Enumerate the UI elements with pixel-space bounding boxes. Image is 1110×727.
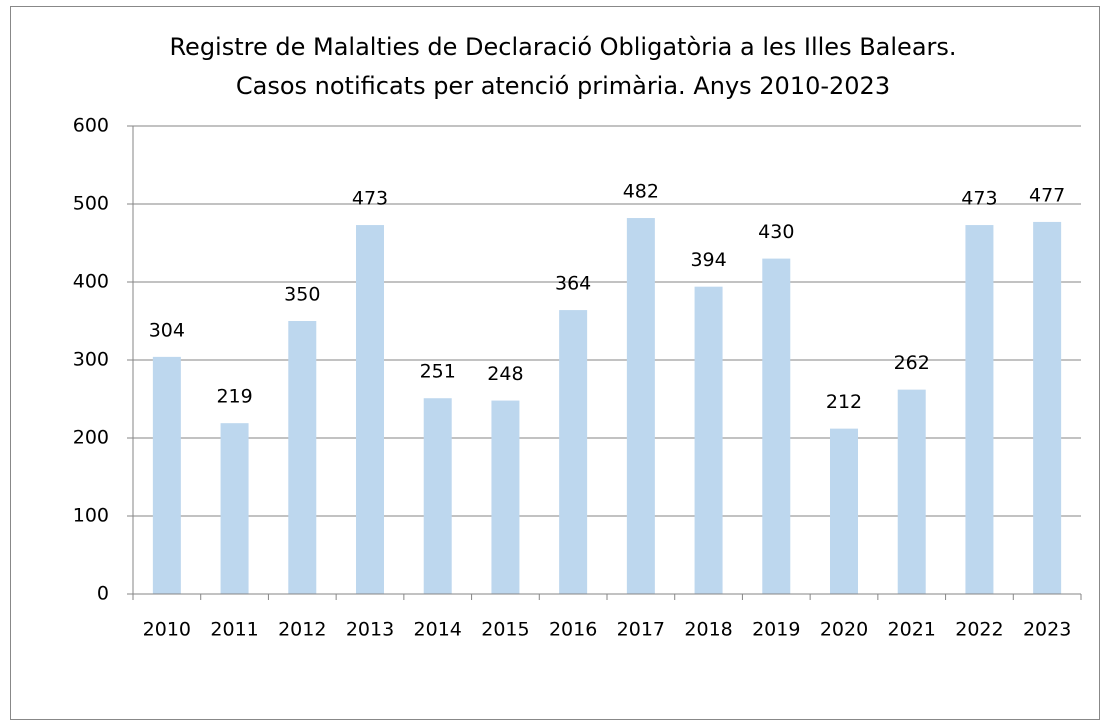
bar	[694, 286, 723, 594]
bar	[288, 321, 317, 594]
y-tick-label: 200	[73, 427, 109, 449]
y-tick-label: 300	[73, 349, 109, 371]
data-label: 248	[487, 363, 523, 385]
data-label: 212	[826, 391, 862, 413]
bar	[897, 389, 926, 594]
data-label: 394	[690, 249, 726, 271]
data-label: 219	[216, 386, 252, 408]
chart-border	[10, 6, 1100, 720]
x-tick-label: 2019	[752, 619, 800, 641]
data-label: 477	[1029, 184, 1065, 206]
data-label: 364	[555, 273, 591, 295]
x-tick-label: 2020	[820, 619, 868, 641]
data-label: 262	[894, 352, 930, 374]
data-label: 430	[758, 221, 794, 243]
bar	[491, 400, 520, 594]
x-tick-label: 2011	[210, 619, 258, 641]
data-label: 350	[284, 284, 320, 306]
bar	[152, 356, 181, 594]
bar	[356, 225, 384, 594]
bar	[220, 423, 249, 594]
data-label: 482	[623, 181, 659, 203]
bar	[1033, 221, 1062, 594]
chart-title: Registre de Malalties de Declaració Obli…	[169, 33, 957, 100]
x-tick-label: 2017	[617, 619, 665, 641]
bar	[830, 428, 858, 594]
y-tick-label: 100	[73, 505, 109, 527]
x-tick-label: 2013	[346, 619, 394, 641]
data-label: 251	[420, 361, 456, 383]
data-label: 473	[961, 188, 997, 210]
x-tick-label: 2018	[684, 619, 732, 641]
y-tick-label: 500	[73, 193, 109, 215]
x-tick-label: 2014	[414, 619, 462, 641]
bar	[626, 218, 655, 595]
data-label: 304	[149, 319, 185, 341]
x-tick-label: 2015	[481, 619, 529, 641]
x-tick-label: 2023	[1023, 619, 1071, 641]
x-tick-label: 2012	[278, 619, 326, 641]
bar	[559, 310, 588, 594]
y-tick-label: 400	[73, 271, 109, 293]
bar	[423, 398, 452, 594]
x-tick-label: 2021	[888, 619, 936, 641]
y-tick-label: 600	[73, 115, 109, 137]
x-tick-label: 2022	[955, 619, 1003, 641]
y-tick-label: 0	[97, 583, 109, 605]
data-label: 473	[352, 188, 388, 210]
bar	[762, 258, 791, 594]
x-tick-label: 2010	[143, 619, 191, 641]
x-tick-label: 2016	[549, 619, 597, 641]
bar	[965, 225, 994, 594]
